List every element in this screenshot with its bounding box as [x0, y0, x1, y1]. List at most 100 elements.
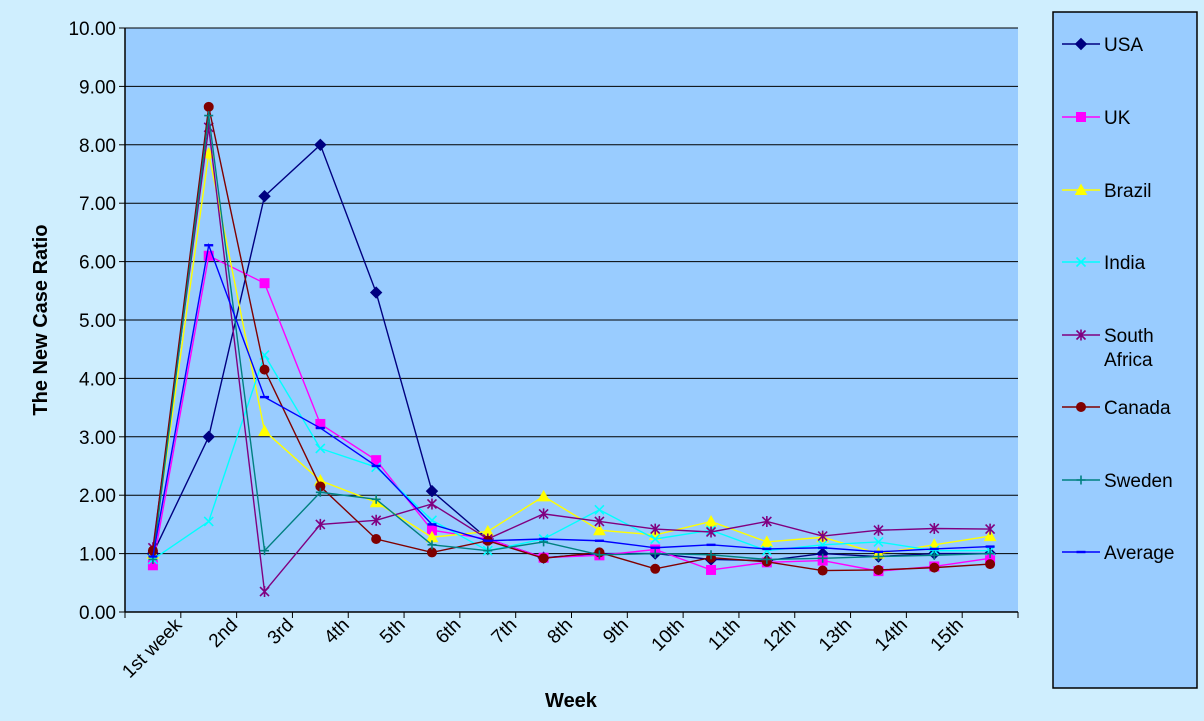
y-tick-label: 5.00	[79, 311, 116, 332]
legend-marker-usa	[1074, 37, 1088, 51]
data-point-brazil	[760, 535, 774, 547]
data-point-usa	[369, 286, 383, 299]
data-point-india	[761, 545, 772, 556]
y-tick-label: 1.00	[79, 545, 116, 566]
data-point-south-africa	[315, 518, 326, 530]
legend-entry-usa: USA	[1062, 35, 1143, 56]
data-point-india	[650, 533, 661, 545]
data-point-sweden	[204, 111, 214, 121]
data-point-canada	[259, 364, 270, 375]
series-line-india	[152, 353, 991, 561]
data-point-india	[315, 443, 326, 454]
legend-label: Sweden	[1104, 471, 1173, 492]
data-point-sweden	[985, 549, 995, 559]
legend-entry-average: Average	[1062, 543, 1174, 564]
data-point-brazil	[593, 523, 606, 536]
series-line-average	[152, 242, 991, 557]
y-tick-label: 10.00	[68, 19, 116, 40]
legend-label: Canada	[1104, 398, 1171, 419]
legend-marker-uk	[1076, 112, 1086, 122]
data-point-canada	[203, 101, 214, 112]
legend-label: USA	[1104, 35, 1143, 56]
data-point-brazil	[537, 489, 550, 502]
data-point-canada	[873, 564, 884, 575]
data-point-south-africa	[705, 526, 717, 538]
data-point-india	[873, 536, 884, 547]
legend-entry-sweden: Sweden	[1062, 471, 1173, 492]
series-sweden	[148, 111, 995, 564]
y-tick-label: 9.00	[79, 77, 116, 98]
data-point-south-africa	[817, 530, 828, 542]
data-point-sweden	[315, 487, 325, 497]
data-point-sweden	[706, 550, 716, 560]
y-tick-label: 0.00	[79, 603, 116, 624]
legend-marker-canada	[1076, 402, 1086, 412]
data-point-south-africa	[873, 524, 884, 536]
data-point-uk	[706, 564, 717, 575]
y-tick-label: 7.00	[79, 194, 116, 215]
data-point-usa	[202, 430, 215, 444]
legend-entry-canada: Canada	[1062, 398, 1171, 419]
data-point-india	[929, 545, 940, 556]
legend-marker-india	[1075, 256, 1087, 268]
data-point-sweden	[483, 546, 493, 556]
legend-label: Brazil	[1104, 181, 1152, 202]
series-line-south-africa	[152, 127, 991, 594]
series-south-africa	[147, 121, 996, 598]
legend-marker-south-africa	[1075, 329, 1087, 341]
y-tick-label: 2.00	[79, 486, 116, 507]
data-point-south-africa	[259, 586, 270, 598]
legend	[1052, 11, 1198, 689]
data-point-canada	[929, 562, 940, 573]
legend-label: India	[1104, 253, 1146, 274]
data-point-brazil	[983, 529, 997, 542]
data-point-south-africa	[538, 508, 549, 520]
data-point-usa	[258, 189, 271, 203]
legend-marker-sweden	[1076, 475, 1086, 485]
data-point-usa	[314, 138, 327, 152]
legend-marker-brazil	[1074, 183, 1088, 195]
series-line-uk	[152, 254, 991, 572]
data-point-india	[594, 504, 605, 515]
data-point-uk	[259, 278, 270, 289]
legend-entries: USA UK Brazil India South Africa Canada Sweden A…	[1062, 35, 1174, 564]
legend-entry-uk: UK	[1062, 108, 1131, 129]
legend-label: Africa	[1104, 350, 1153, 371]
data-point-sweden	[650, 549, 660, 559]
data-point-south-africa	[594, 515, 605, 527]
data-point-south-africa	[371, 514, 382, 526]
y-tick-label: 8.00	[79, 136, 116, 157]
legend-entry-south-africa: South Africa	[1062, 326, 1154, 371]
legend-label: UK	[1104, 108, 1131, 129]
data-point-sweden	[762, 554, 772, 564]
series-line-canada	[152, 106, 991, 572]
data-point-sweden	[594, 550, 604, 560]
y-tick-label: 4.00	[79, 369, 116, 390]
data-point-south-africa	[985, 523, 996, 535]
series-average	[148, 242, 995, 558]
data-point-india	[203, 516, 214, 527]
series-line-sweden	[152, 115, 991, 561]
data-point-sweden	[873, 552, 883, 562]
gridlines	[125, 27, 1018, 613]
y-axis-title: The New Case Ratio	[30, 224, 52, 415]
series-line-brazil	[152, 153, 991, 555]
legend-label: Average	[1104, 543, 1174, 564]
data-point-canada	[650, 563, 661, 574]
data-point-usa	[425, 484, 439, 498]
data-point-canada	[371, 534, 382, 544]
data-point-south-africa	[650, 523, 661, 535]
x-axis-title: Week	[545, 690, 598, 712]
axes	[119, 27, 1019, 618]
data-point-south-africa	[929, 522, 940, 534]
data-point-canada	[817, 565, 828, 576]
legend-label: South	[1104, 326, 1154, 347]
data-series	[146, 101, 997, 598]
y-tick-label: 3.00	[79, 428, 116, 449]
data-point-brazil	[258, 424, 271, 436]
data-point-canada	[538, 553, 549, 564]
data-point-sweden	[427, 540, 437, 550]
legend-entry-india: India	[1062, 253, 1146, 274]
data-point-south-africa	[426, 498, 438, 510]
